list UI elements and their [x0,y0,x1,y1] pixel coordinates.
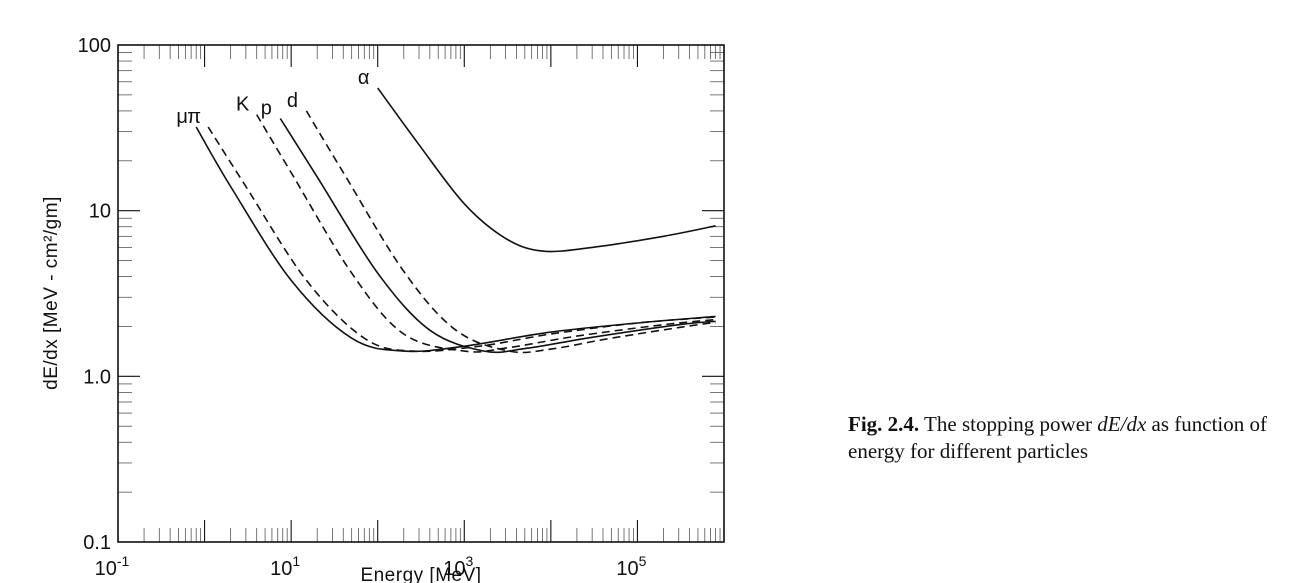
caption-text-before: The stopping power [924,412,1093,436]
y-tick-label: 1.0 [83,366,111,388]
stopping-power-chart: 0.1 1.0 10 100 10-1 101 103 105 μ π K p d α Energy … [41,35,725,583]
series-lines [195,87,716,354]
series-label-d: d [287,90,298,112]
caption-symbol: dE/dx [1097,412,1147,436]
series-labels: μ π K p d α [176,67,369,128]
x-tick-label: 103 [443,553,473,580]
minor-ticks [118,45,724,542]
series-line-p [279,118,716,354]
x-tick-labels: 10-1 101 103 105 [95,553,647,580]
series-line-d [305,110,716,354]
plot-frame [117,44,725,543]
y-tick-labels: 0.1 1.0 10 100 [78,35,111,554]
x-axis-title: Energy [MeV] [360,565,481,583]
series-line-pi [207,126,716,353]
caption-text-after: as function of energy for different part… [848,412,1267,463]
x-tick-label: 101 [270,553,300,580]
series-line-mu [195,126,716,353]
x-tick-label: 10-1 [95,553,130,580]
series-label-p: p [261,98,272,120]
caption-label: Fig. 2.4. [848,412,920,436]
y-axis-title: dE/dx [MeV - cm²/gm] [41,196,62,390]
series-line-k [256,114,716,353]
y-tick-label: 10 [89,201,111,223]
series-label-mu: μ [176,106,188,128]
series-label-pi: π [187,106,201,128]
series-label-alpha: α [358,67,370,89]
x-tick-label: 105 [616,553,646,580]
y-tick-label: 100 [78,35,111,57]
series-label-k: K [236,94,250,116]
series-line-alpha [377,87,716,253]
y-tick-label: 0.1 [83,532,111,554]
figure-caption: Fig. 2.4. The stopping power dE/dx as fu… [848,411,1278,465]
